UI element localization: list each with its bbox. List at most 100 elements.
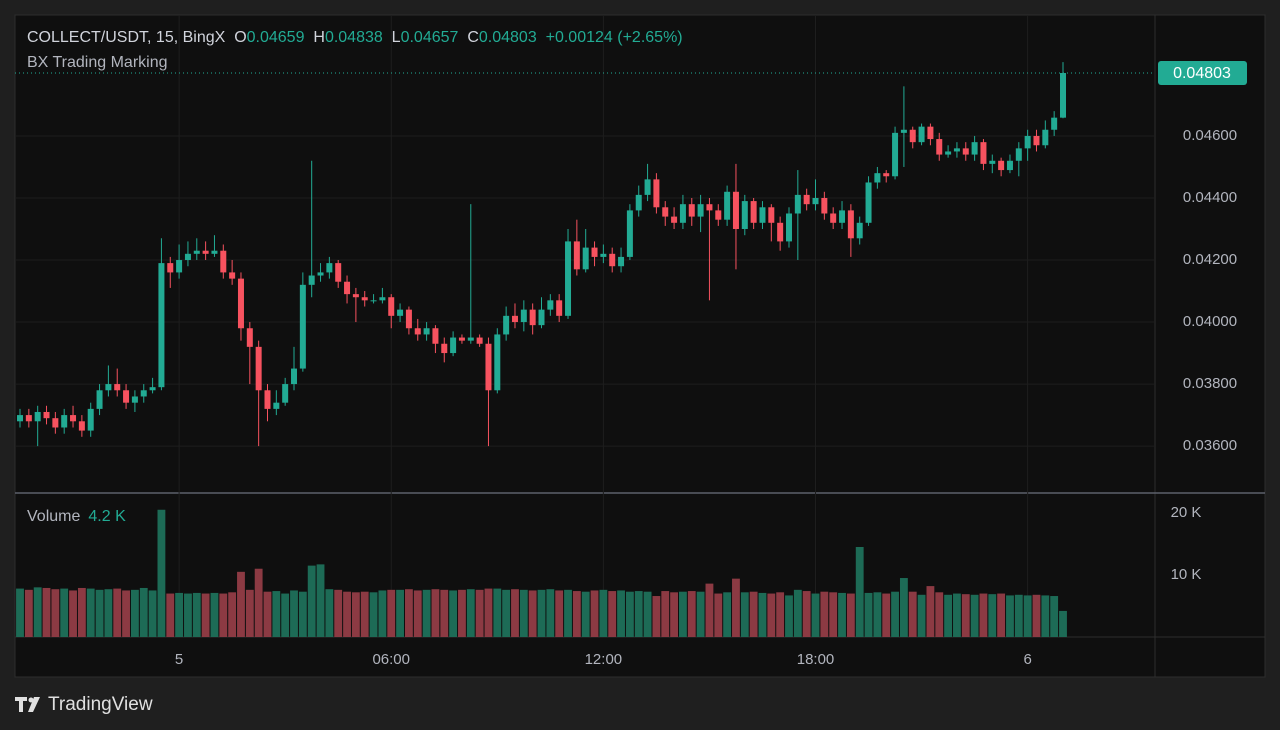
volume-bar [95,589,104,637]
candle-body [87,408,94,431]
volume-bar [855,547,864,637]
volume-bar [625,591,634,637]
candle-body [856,222,863,239]
volume-bar [617,590,625,637]
volume-bar [157,509,166,637]
candle-body [370,300,377,302]
x-tick-label: 12:00 [585,651,623,668]
volume-bar [307,565,316,637]
x-tick-label: 5 [175,651,183,668]
volume-bar [122,590,130,637]
candle-body [830,213,837,223]
candle-body [936,139,943,155]
volume-bar [1041,595,1050,637]
y-tick-label: 0.03600 [1183,437,1237,454]
candle-body [467,337,474,341]
x-tick-label: 06:00 [372,651,410,668]
x-tick-label: 18:00 [797,651,835,668]
candle-body [874,173,881,183]
candle-body [1042,129,1049,146]
candle-body [43,411,50,419]
candle-body [998,160,1005,171]
candle-body [927,126,934,140]
volume-bar [988,594,997,637]
candle-body [202,250,209,254]
candle-body [114,384,121,391]
volume-bar [130,589,139,637]
candle-body [432,328,439,344]
volume-bar [360,591,369,637]
volume-bar [908,591,917,637]
volume-bar [555,590,564,637]
candle-body [308,275,315,285]
volume-bar [714,593,723,637]
candle-body [918,126,925,143]
volume-bar [210,592,219,637]
volume-bar [829,592,838,637]
volume-bar [864,592,873,637]
candle-body [352,294,359,298]
candle-body [688,204,695,217]
volume-bar [917,594,926,637]
candle-body [476,337,483,344]
volume-bar [1023,595,1032,637]
candle-body [520,309,527,323]
ohlc-value: 0.04838 [324,29,383,46]
candle-body [494,334,501,391]
volume-bar [431,589,440,637]
volume-bar [1059,610,1067,637]
candle-body [573,241,580,270]
volume-bar [396,589,404,637]
candle-body [78,421,85,431]
volume-bar [184,593,192,637]
volume-bar [997,593,1006,637]
volume-bar [732,578,740,637]
candle-body [679,204,686,223]
volume-bar [290,590,298,637]
volume-bar [811,593,820,637]
candle-body [96,390,103,409]
candle-body [25,415,32,422]
volume-bar [139,587,148,637]
volume-bar [599,589,608,637]
candle-body [962,148,969,155]
candle-body [768,207,775,223]
ohlc-letter: L [391,29,401,46]
candle-body [989,160,996,164]
volume-bar [192,592,201,637]
candle-body [344,281,351,295]
candle-body [821,197,828,214]
volume-bar [670,592,679,637]
volume-bar [449,590,458,637]
candle-body [388,297,395,316]
candle-body [167,263,174,273]
volume-bar [175,592,184,637]
candle-body [511,315,518,323]
candle-body [759,207,766,223]
volume-bar [245,589,254,637]
volume-bar [201,593,210,637]
candle-body [803,194,810,205]
y-tick-label: 0.04000 [1183,313,1237,330]
candle-body [273,402,280,409]
volume-bar [723,592,732,637]
candle-body [750,201,757,223]
y-tick-label: 0.04400 [1183,189,1237,206]
volume-bar [608,591,617,637]
volume-bar [219,593,228,637]
volume-bar [24,589,33,637]
volume-bar [475,589,484,637]
volume-bar [882,593,891,637]
volume-bar [979,593,988,637]
volume-bar [86,588,95,637]
ohlc-letter: C [467,29,479,46]
candle-body [591,247,598,257]
x-tick-label: 6 [1023,651,1031,668]
volume-bar [298,591,307,637]
volume-bar [51,589,60,637]
candle-body [538,309,545,326]
volume-bar [793,589,802,637]
volume-bar [1014,594,1023,637]
volume-bar [272,591,281,637]
